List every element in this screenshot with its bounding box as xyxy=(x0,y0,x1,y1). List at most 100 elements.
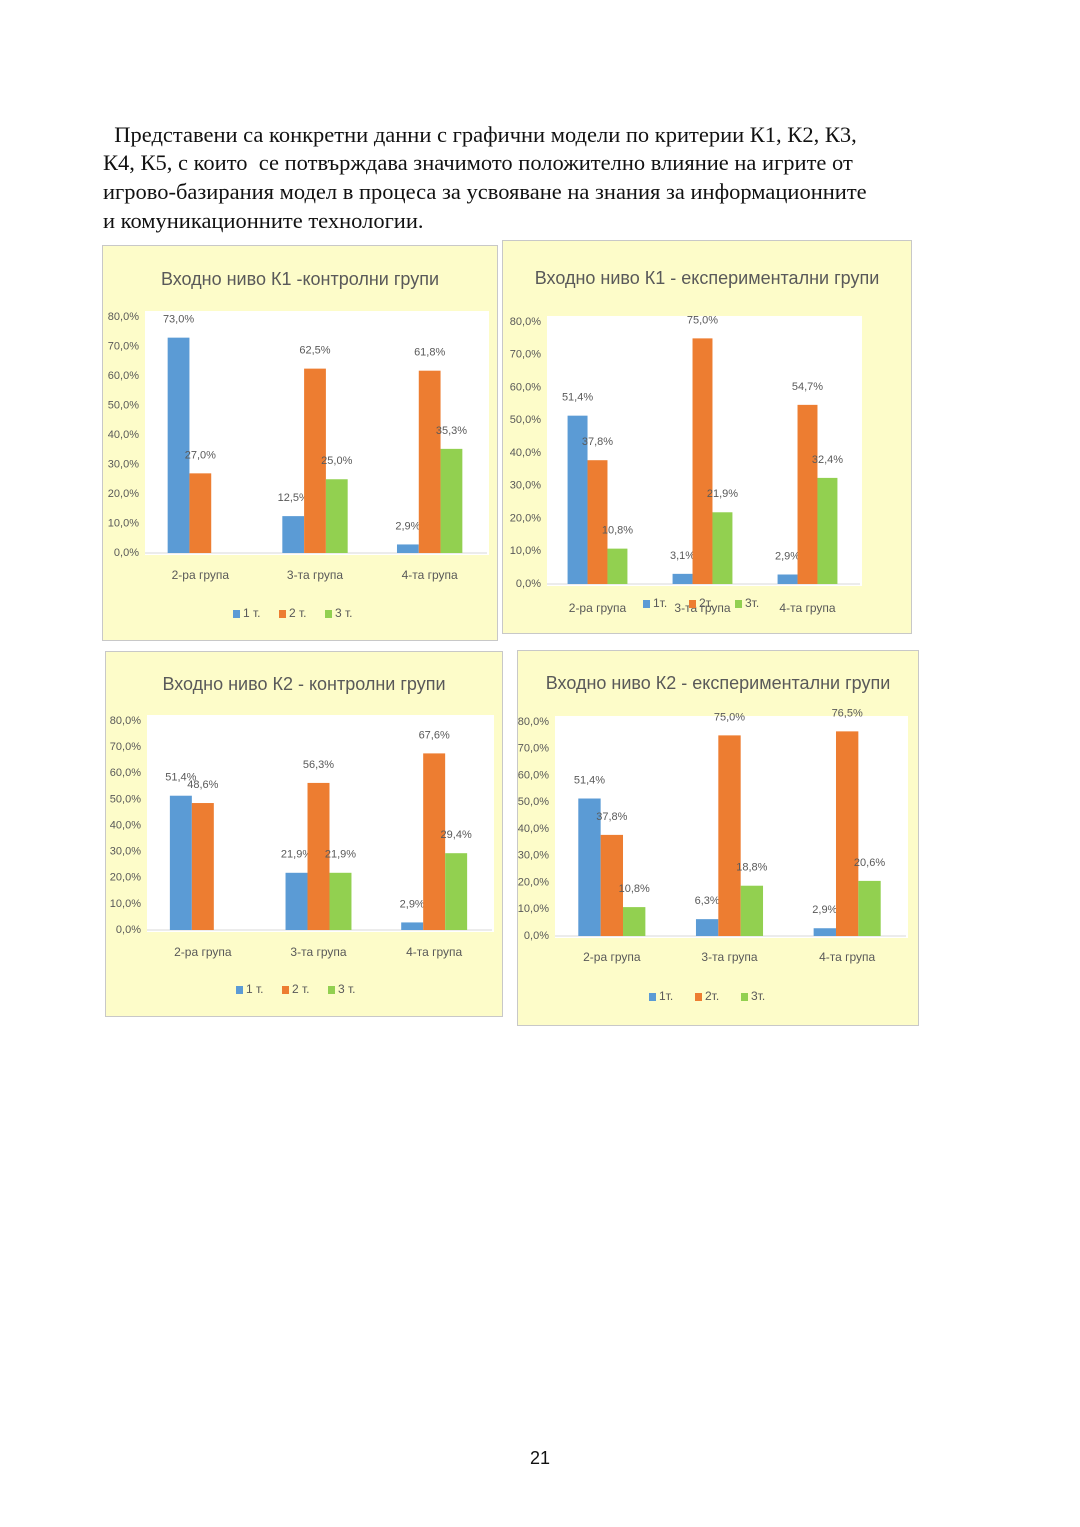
chart: Входно ниво К1 - експериментални групи 0,… xyxy=(502,240,912,634)
y-tick-label: 70,0% xyxy=(510,349,541,361)
y-tick-label: 10,0% xyxy=(510,545,541,557)
y-tick-label: 70,0% xyxy=(518,743,549,755)
page-number: 21 xyxy=(529,1448,551,1468)
data-label: 21,9% xyxy=(325,849,356,861)
y-tick-label: 30,0% xyxy=(510,480,541,492)
bar xyxy=(835,731,859,936)
bar xyxy=(325,479,348,553)
bar xyxy=(191,803,214,930)
data-label: 27,0% xyxy=(185,449,216,461)
y-tick-label: 10,0% xyxy=(110,898,141,910)
legend-swatch xyxy=(689,600,696,608)
bar xyxy=(797,404,818,584)
legend-swatch xyxy=(233,610,240,618)
y-tick-label: 10,0% xyxy=(518,903,549,915)
data-label: 3,1% xyxy=(670,550,695,562)
legend-swatch xyxy=(328,986,335,994)
legend-label: 3 т. xyxy=(335,606,353,620)
data-label: 10,8% xyxy=(619,883,650,895)
y-tick-label: 80,0% xyxy=(518,716,549,728)
data-label: 12,5% xyxy=(278,492,309,504)
data-label: 73,0% xyxy=(163,314,194,326)
legend-swatch xyxy=(279,610,286,618)
legend-label: 3 т. xyxy=(338,982,356,996)
data-label: 37,8% xyxy=(582,436,613,448)
y-tick-label: 40,0% xyxy=(108,429,139,441)
y-tick-label: 70,0% xyxy=(108,340,139,352)
legend-swatch xyxy=(325,610,332,618)
data-label: 2,9% xyxy=(775,550,800,562)
data-label: 51,4% xyxy=(165,772,196,784)
data-label: 32,4% xyxy=(812,454,843,466)
bar xyxy=(712,512,733,584)
x-tick-label: 3-та група xyxy=(290,945,346,959)
y-tick-label: 60,0% xyxy=(110,767,141,779)
y-tick-label: 20,0% xyxy=(110,872,141,884)
data-label: 56,3% xyxy=(303,759,334,771)
y-tick-label: 80,0% xyxy=(110,715,141,727)
y-tick-label: 60,0% xyxy=(510,381,541,393)
bar xyxy=(440,448,463,553)
data-label: 54,7% xyxy=(792,381,823,393)
y-tick-label: 30,0% xyxy=(108,458,139,470)
data-label: 2,9% xyxy=(395,520,420,532)
chart-title: Входно ниво К1 - експериментални групи xyxy=(535,268,880,288)
x-tick-label: 4-та група xyxy=(779,601,835,615)
data-label: 20,6% xyxy=(854,857,885,869)
paragraph-line: К4, К5, с които се потвърждава значимото… xyxy=(103,150,853,175)
y-tick-label: 80,0% xyxy=(510,316,541,328)
x-tick-label: 4-та група xyxy=(406,945,462,959)
bar xyxy=(578,798,601,936)
data-label: 21,9% xyxy=(707,488,738,500)
data-label: 35,3% xyxy=(436,425,467,437)
x-tick-label: 3-та група xyxy=(287,568,343,582)
bar xyxy=(307,782,330,930)
data-label: 6,3% xyxy=(695,895,720,907)
charts: Входно ниво К1 -контролни групи 0,0% 10,0%… xyxy=(102,240,919,1026)
data-label: 25,0% xyxy=(321,455,352,467)
bar xyxy=(692,338,713,584)
y-tick-label: 20,0% xyxy=(518,876,549,888)
y-tick-label: 50,0% xyxy=(518,796,549,808)
bar xyxy=(423,753,446,930)
legend-label: 3т. xyxy=(745,596,759,610)
legend-swatch xyxy=(695,993,702,1001)
data-label: 61,8% xyxy=(414,347,445,359)
legend-label: 2 т. xyxy=(292,982,310,996)
legend-label: 2т. xyxy=(699,596,713,610)
data-label: 2,9% xyxy=(400,898,425,910)
bar xyxy=(396,544,419,553)
bar xyxy=(607,548,628,584)
data-label: 2,9% xyxy=(812,904,837,916)
y-tick-label: 60,0% xyxy=(518,769,549,781)
paragraph-line: игрово-базирания модел в процеса за усво… xyxy=(103,179,867,204)
bar xyxy=(695,919,719,936)
data-label: 76,5% xyxy=(832,707,863,719)
bar xyxy=(858,880,881,936)
x-tick-label: 2-ра група xyxy=(174,945,232,959)
chart-title: Входно ниво К1 -контролни групи xyxy=(161,269,439,289)
legend-label: 1 т. xyxy=(243,606,261,620)
legend-label: 3т. xyxy=(751,989,765,1003)
y-tick-label: 20,0% xyxy=(108,488,139,500)
bar xyxy=(169,795,192,930)
bar xyxy=(418,370,441,553)
chart: Входно ниво К1 -контролни групи 0,0% 10,0%… xyxy=(102,245,498,641)
y-tick-label: 60,0% xyxy=(108,370,139,382)
bar xyxy=(567,415,588,584)
bar xyxy=(672,573,693,584)
data-label: 48,6% xyxy=(187,779,218,791)
y-tick-label: 40,0% xyxy=(110,819,141,831)
bar xyxy=(329,872,352,930)
data-label: 67,6% xyxy=(419,729,450,741)
paragraph-line: и комуникационните технологии. xyxy=(103,208,424,233)
legend-swatch xyxy=(735,600,742,608)
legend-swatch xyxy=(741,993,748,1001)
y-tick-label: 10,0% xyxy=(108,517,139,529)
bar xyxy=(740,885,764,936)
data-label: 75,0% xyxy=(714,711,745,723)
chart: Входно ниво К2 - експериментални групи 0,… xyxy=(517,650,919,1026)
legend-label: 1т. xyxy=(653,596,667,610)
data-label: 62,5% xyxy=(299,345,330,357)
